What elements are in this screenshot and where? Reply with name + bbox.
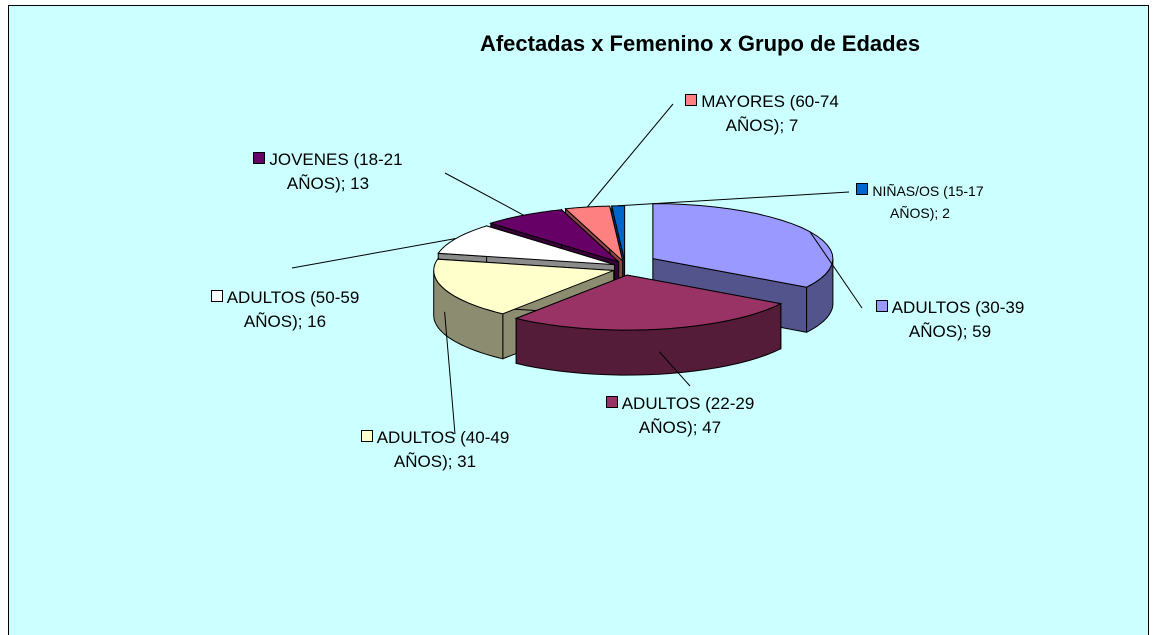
- data-label: ADULTOS (40-49 AÑOS); 31: [340, 426, 530, 474]
- legend-key: [253, 152, 266, 164]
- data-label: ADULTOS (50-59 AÑOS); 16: [190, 286, 380, 334]
- data-label: NIÑAS/OS (15-17 AÑOS); 2: [845, 180, 995, 224]
- slice: [514, 274, 783, 331]
- slice: [433, 258, 614, 315]
- data-label-text: ADULTOS (30-39 AÑOS); 59: [891, 298, 1025, 341]
- legend-key: [875, 300, 888, 312]
- legend-key: [605, 396, 618, 408]
- data-label: MAYORES (60-74 AÑOS); 7: [672, 90, 852, 138]
- data-label-text: MAYORES (60-74 AÑOS); 7: [701, 92, 839, 135]
- data-label: ADULTOS (30-39 AÑOS); 59: [855, 296, 1045, 344]
- data-label-text: ADULTOS (22-29 AÑOS); 47: [621, 394, 755, 437]
- data-label-text: ADULTOS (50-59 AÑOS); 16: [226, 288, 360, 331]
- leader-line: [444, 172, 524, 216]
- legend-key: [685, 94, 698, 106]
- data-label-text: ADULTOS (40-49 AÑOS); 31: [376, 428, 510, 471]
- leader-line: [291, 238, 456, 269]
- pie: [433, 203, 834, 376]
- leader-line: [586, 103, 674, 208]
- legend-key: [360, 430, 373, 442]
- data-label-text: NIÑAS/OS (15-17 AÑOS); 2: [872, 183, 984, 221]
- chart-title: Afectadas x Femenino x Grupo de Edades: [480, 31, 920, 56]
- leader-line: [444, 311, 456, 435]
- data-label: JOVENES (18-21 AÑOS); 13: [238, 148, 418, 196]
- data-label-text: JOVENES (18-21 AÑOS); 13: [269, 150, 403, 193]
- leader-line: [618, 191, 850, 207]
- leader-line: [658, 351, 691, 387]
- legend-key: [210, 290, 223, 302]
- legend-key: [856, 183, 869, 195]
- leader-line: [809, 231, 863, 309]
- data-label: ADULTOS (22-29 AÑOS); 47: [585, 392, 775, 440]
